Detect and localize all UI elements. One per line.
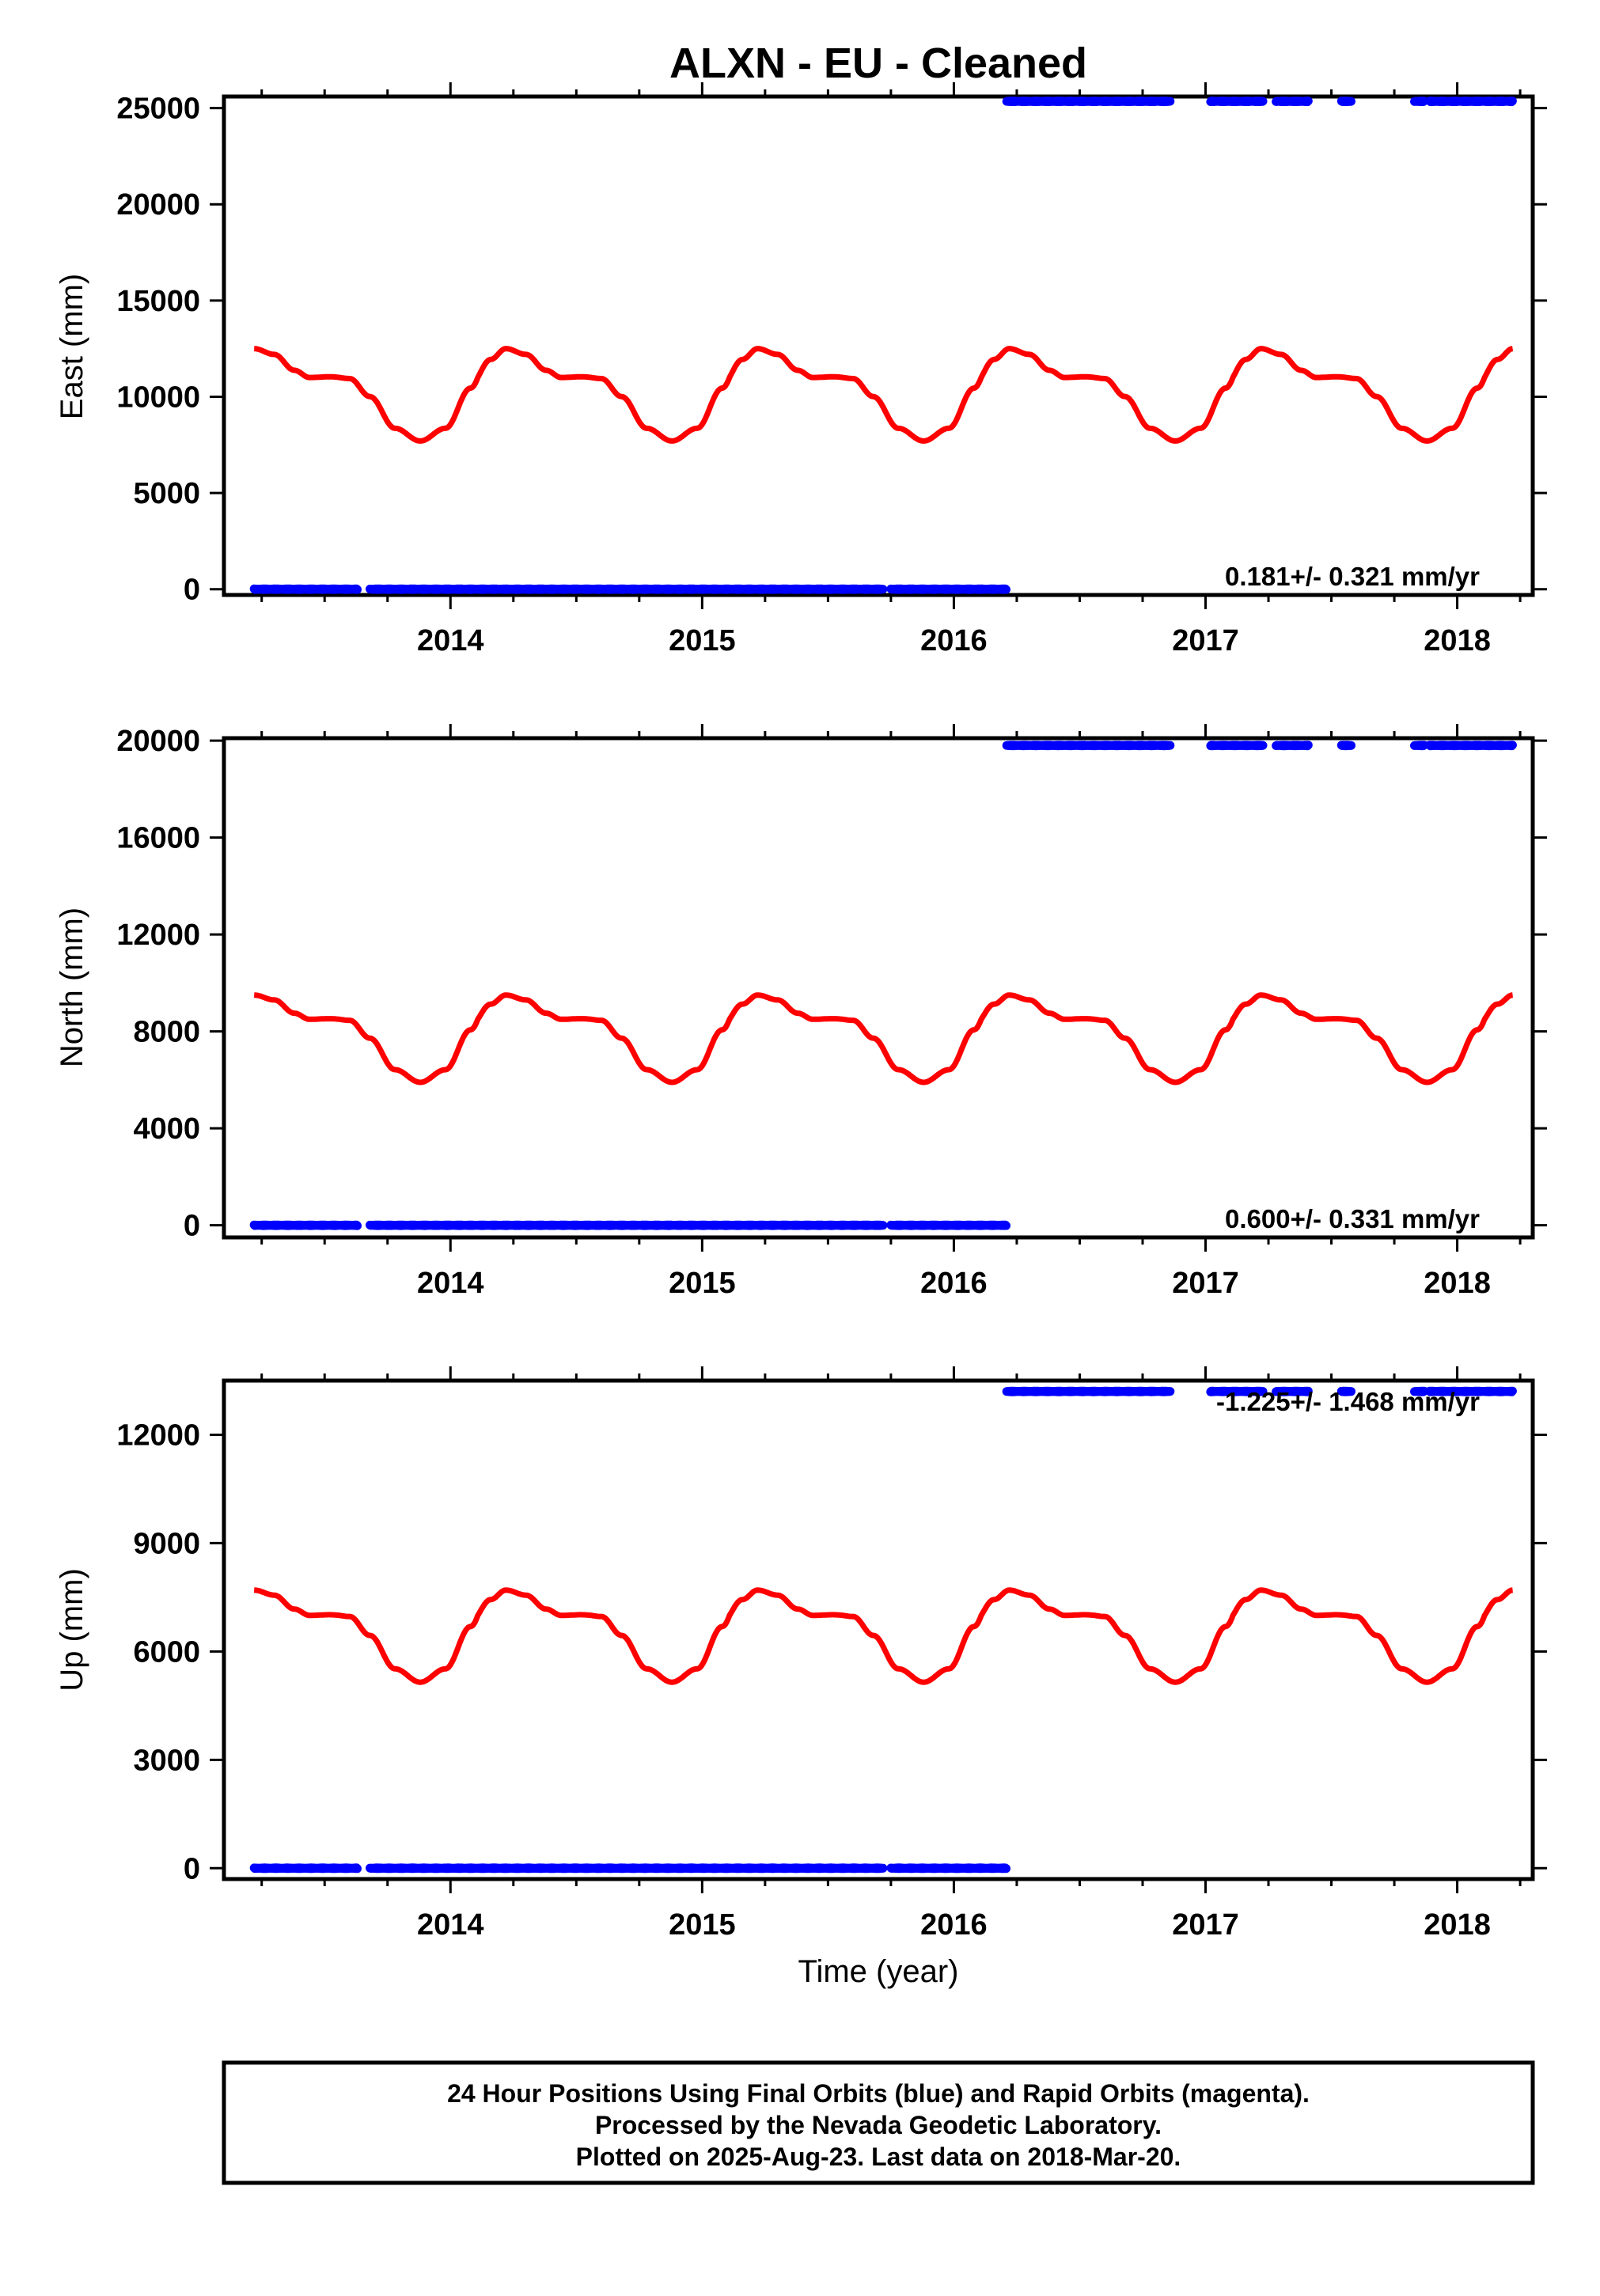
north-x-tick-label: 2018 xyxy=(1424,1267,1491,1300)
east-panel: East (mm) 2014 2015 2016 2017 2018 0 5000 10000… xyxy=(55,82,1547,657)
east-data-series xyxy=(249,97,1517,594)
north-model-curve xyxy=(252,992,1515,1085)
up-y-tick-label: 12000 xyxy=(116,1419,200,1452)
up-data-point xyxy=(1507,1386,1517,1396)
east-model-curve xyxy=(252,346,1515,444)
footer-line-1: 24 Hour Positions Using Final Orbits (bl… xyxy=(447,2079,1310,2108)
east-data-point xyxy=(1002,585,1010,594)
up-data-point xyxy=(353,1864,362,1874)
up-y-tick-label: 6000 xyxy=(133,1635,200,1669)
footer-border xyxy=(222,2060,1535,2185)
up-x-tick-label: 2015 xyxy=(669,1908,736,1942)
east-y-tick-label: 5000 xyxy=(133,477,200,510)
north-data-point xyxy=(1303,741,1313,750)
north-x-tick-label: 2014 xyxy=(417,1267,484,1300)
east-data-point xyxy=(353,585,362,594)
up-y-axis-label: Up (mm) xyxy=(55,1568,89,1692)
up-data-point xyxy=(878,1863,888,1873)
north-rate-label: 0.600+/- 0.331 mm/yr xyxy=(1225,1204,1480,1233)
up-data-point xyxy=(1347,1387,1355,1396)
up-rate-label: -1.225+/- 1.468 mm/yr xyxy=(1216,1387,1480,1416)
east-y-tick-label: 20000 xyxy=(116,188,200,222)
east-data-point xyxy=(1166,97,1175,106)
up-plot-frame xyxy=(222,1378,1535,1881)
east-x-tick-label: 2014 xyxy=(417,624,484,657)
north-panel: North (mm) 2014 2015 2016 2017 2018 0 4000 8000… xyxy=(55,724,1547,1300)
up-panel: Up (mm) Time (year) 2014 2015 2016 2017 2018… xyxy=(55,1366,1547,1989)
x-axis-label: Time (year) xyxy=(798,1954,959,1989)
east-x-tick-label: 2016 xyxy=(920,624,988,657)
north-y-tick-label: 0 xyxy=(184,1210,200,1243)
east-x-tick-label: 2017 xyxy=(1172,624,1239,657)
north-y-tick-label: 12000 xyxy=(116,919,200,952)
up-x-tick-label: 2014 xyxy=(417,1908,484,1942)
east-rate-label: 0.181+/- 0.321 mm/yr xyxy=(1225,562,1480,591)
up-y-tick-label: 9000 xyxy=(133,1527,200,1560)
east-y-tick-label: 0 xyxy=(184,574,200,607)
footer-line-2: Processed by the Nevada Geodetic Laborat… xyxy=(595,2111,1162,2139)
up-data-point xyxy=(1002,1864,1010,1874)
east-y-tick-label: 15000 xyxy=(116,285,200,318)
north-y-tick-label: 8000 xyxy=(133,1016,200,1049)
up-model-curve xyxy=(252,1587,1515,1685)
north-y-tick-label: 4000 xyxy=(133,1112,200,1146)
east-data-point xyxy=(1347,97,1355,106)
north-y-tick-label: 20000 xyxy=(116,725,200,758)
east-y-tick-label: 10000 xyxy=(116,381,200,414)
east-data-point xyxy=(1258,97,1268,106)
north-data-point xyxy=(1002,1221,1010,1230)
north-plot-frame xyxy=(222,736,1535,1240)
east-y-tick-label: 25000 xyxy=(116,93,200,126)
figure-title: ALXN - EU - Cleaned xyxy=(669,40,1087,87)
up-data-point xyxy=(1258,1387,1268,1396)
north-data-point xyxy=(1166,741,1175,750)
up-y-tick-label: 0 xyxy=(184,1852,200,1885)
north-data-series xyxy=(249,741,1517,1230)
north-x-tick-label: 2016 xyxy=(920,1267,988,1300)
up-data-point xyxy=(1166,1387,1175,1396)
east-y-axis-label: East (mm) xyxy=(55,274,89,419)
east-data-point xyxy=(1507,97,1517,106)
east-x-tick-label: 2015 xyxy=(669,624,736,657)
up-x-tick-label: 2016 xyxy=(920,1908,988,1942)
up-x-tick-label: 2018 xyxy=(1424,1908,1491,1942)
up-data-point xyxy=(1303,1386,1313,1396)
north-data-point xyxy=(1258,741,1268,750)
up-data-series xyxy=(249,1386,1517,1874)
north-data-point xyxy=(353,1221,362,1230)
north-x-tick-label: 2017 xyxy=(1172,1267,1239,1300)
east-data-point xyxy=(878,585,888,594)
north-y-axis-label: North (mm) xyxy=(55,907,89,1067)
north-data-point xyxy=(1507,741,1517,750)
east-x-tick-label: 2018 xyxy=(1424,624,1491,657)
footer-line-3: Plotted on 2025-Aug-23. Last data on 201… xyxy=(576,2143,1181,2171)
up-x-tick-label: 2017 xyxy=(1172,1908,1239,1942)
north-y-tick-label: 16000 xyxy=(116,822,200,855)
footer-box: 24 Hour Positions Using Final Orbits (bl… xyxy=(222,2060,1535,2185)
east-plot-frame xyxy=(222,94,1535,597)
up-y-tick-label: 3000 xyxy=(133,1744,200,1777)
east-data-point xyxy=(1303,97,1313,106)
north-data-point xyxy=(1347,741,1355,750)
north-x-tick-label: 2015 xyxy=(669,1267,736,1300)
north-data-point xyxy=(878,1221,888,1230)
